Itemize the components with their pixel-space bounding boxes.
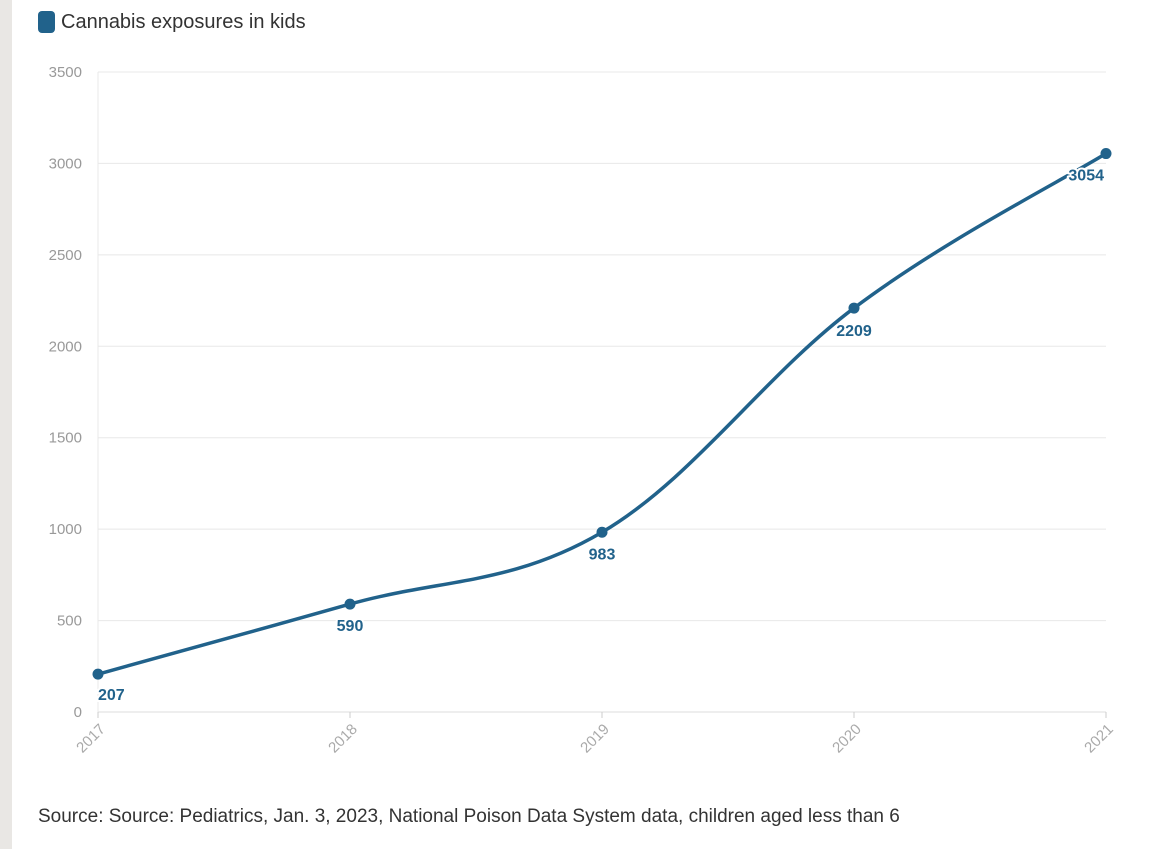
source-note: Source: Source: Pediatrics, Jan. 3, 2023…	[38, 806, 900, 827]
x-tick-label: 2018	[325, 721, 361, 757]
y-tick-label: 500	[57, 613, 82, 630]
chart-card	[12, 0, 1151, 849]
data-label-halo: 207	[98, 687, 125, 704]
data-point	[848, 302, 860, 314]
y-tick-label: 3000	[49, 155, 82, 172]
legend-swatch	[38, 11, 55, 33]
legend-label: Cannabis exposures in kids	[61, 10, 306, 33]
x-axis-ticks: 2017 2018 2019 2020 2021	[73, 712, 1117, 756]
x-tick-label: 2017	[73, 721, 109, 757]
y-tick-label: 2500	[49, 247, 82, 264]
grid-lines	[97, 71, 1106, 713]
data-point	[596, 526, 608, 538]
data-label: 3054	[1068, 168, 1104, 185]
data-points	[92, 148, 1112, 680]
y-tick-label: 1500	[49, 430, 82, 447]
data-label: 590	[337, 618, 364, 635]
data-label-halo: 983	[589, 546, 616, 563]
x-tick-label: 2019	[577, 721, 613, 757]
data-label: 983	[589, 546, 616, 563]
data-label: 2209	[836, 323, 872, 340]
x-tick-label: 2020	[829, 721, 865, 757]
x-tick-label: 2021	[1081, 721, 1117, 757]
y-tick-label: 3500	[49, 64, 82, 81]
y-tick-label: 1000	[49, 521, 82, 538]
data-label: 207	[98, 687, 125, 704]
data-label-halo: 2209	[836, 323, 872, 340]
y-tick-label: 2000	[49, 338, 82, 355]
series-line	[96, 151, 1108, 676]
data-point	[92, 668, 104, 680]
data-point	[1100, 148, 1112, 160]
y-tick-label: 0	[74, 704, 82, 721]
series-line-group	[96, 151, 1108, 676]
data-point	[344, 598, 356, 610]
y-axis-ticks: 0 500 1000 1500 2000 2500 3000 3500	[49, 64, 82, 721]
data-label-halo: 590	[337, 618, 364, 635]
legend: Cannabis exposures in kids	[38, 8, 306, 36]
data-label-halo: 3054	[1068, 168, 1104, 185]
